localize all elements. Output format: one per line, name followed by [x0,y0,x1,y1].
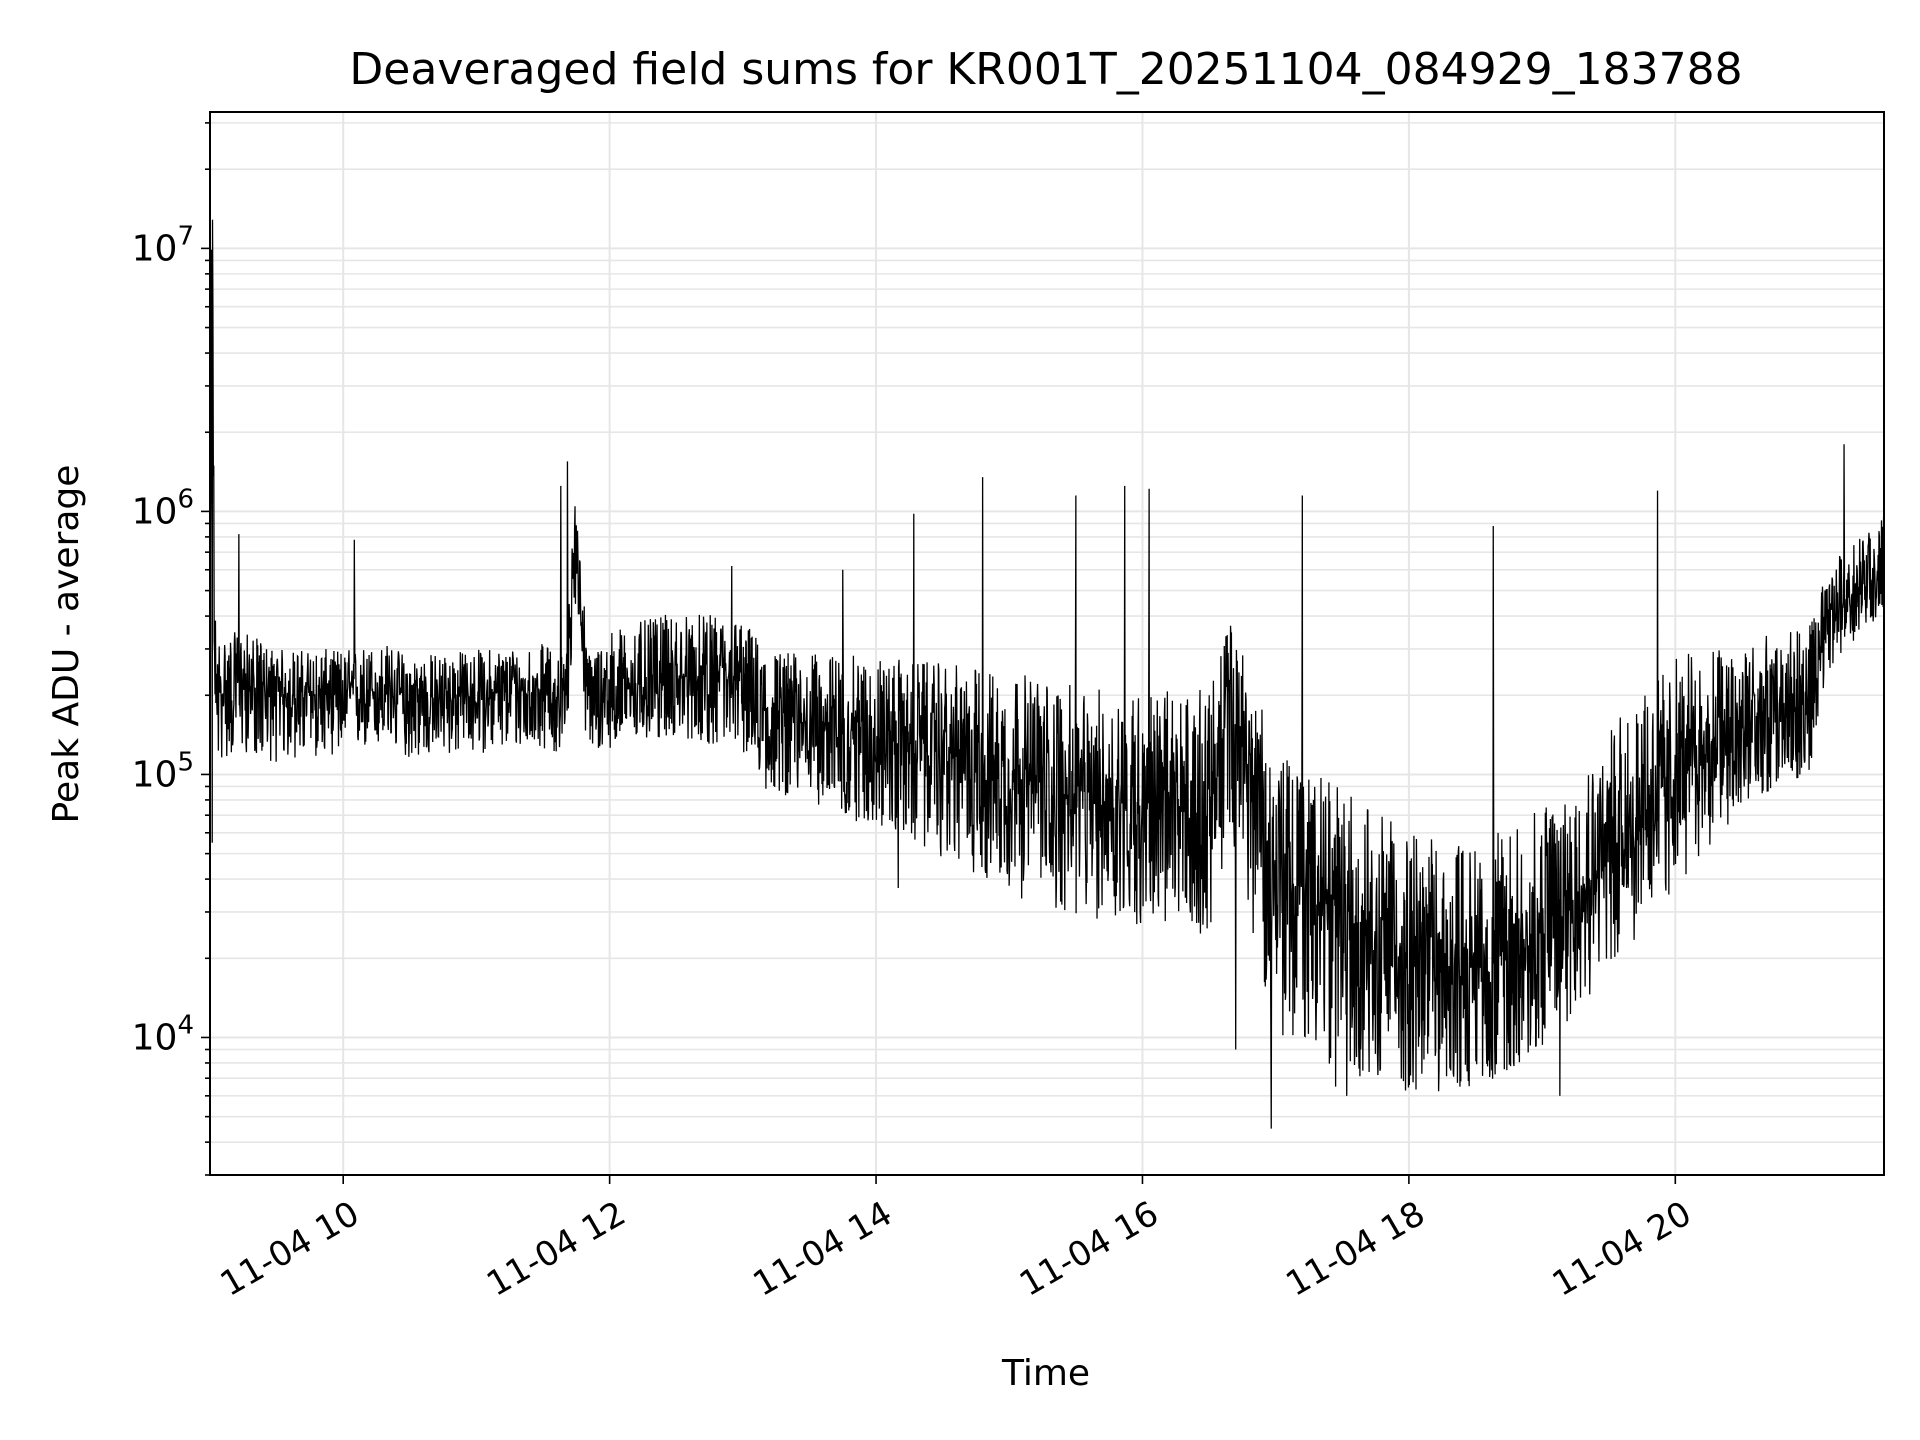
grid-layer [210,112,1884,1176]
y-axis-label: Peak ADU - average [46,465,87,824]
plot-frame [209,111,1885,1176]
chart-title: Deaveraged field sums for KR001T_2025110… [349,44,1742,95]
y-tick-label: 104 [132,1010,194,1058]
y-tick-label: 105 [132,747,194,795]
series-line [209,219,1885,1129]
data-layer [209,219,1885,1129]
x-axis-label: Time [1001,1353,1090,1394]
y-tick-label: 106 [132,484,194,532]
y-tick-label: 107 [132,221,194,269]
